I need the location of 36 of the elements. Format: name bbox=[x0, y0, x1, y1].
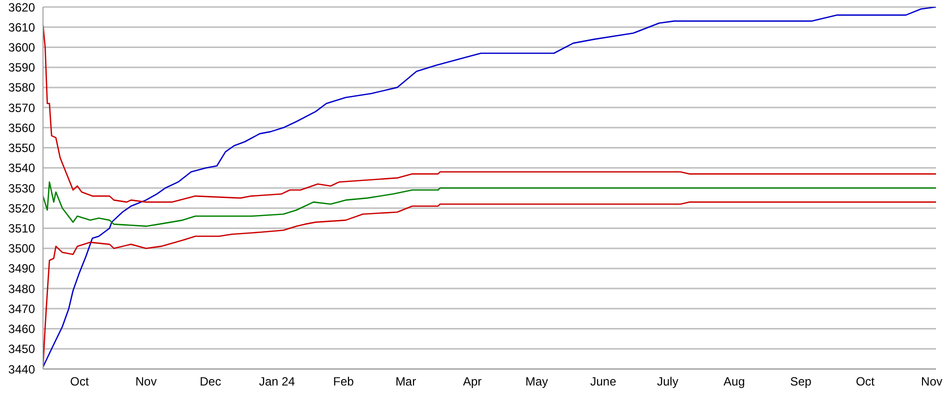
x-tick-label: Mar bbox=[395, 374, 416, 389]
x-tick-label: Sep bbox=[790, 374, 812, 389]
line-series bbox=[43, 181, 936, 227]
x-tick-label: Aug bbox=[724, 374, 745, 389]
y-tick-label: 3510 bbox=[8, 221, 36, 236]
y-tick-label: 3570 bbox=[8, 100, 36, 115]
y-tick-label: 3490 bbox=[8, 262, 36, 276]
x-tick-label: June bbox=[590, 374, 617, 389]
x-tick-label: May bbox=[525, 374, 548, 389]
y-tick-label: 3540 bbox=[8, 161, 36, 176]
line-series bbox=[43, 7, 936, 368]
y-tick-label: 3470 bbox=[8, 302, 36, 316]
line-series bbox=[43, 24, 936, 203]
y-tick-label: 3500 bbox=[8, 242, 36, 256]
y-tick-label: 3530 bbox=[8, 181, 36, 196]
x-tick-label: Nov bbox=[921, 374, 942, 389]
y-tick-label: 3480 bbox=[8, 282, 36, 296]
x-tick-label: Oct bbox=[70, 374, 90, 389]
x-tick-label: Feb bbox=[333, 374, 354, 389]
y-tick-label: 3590 bbox=[8, 60, 36, 75]
x-tick-label: Nov bbox=[135, 374, 157, 389]
x-tick-label: July bbox=[657, 374, 678, 389]
y-tick-label: 3620 bbox=[8, 0, 36, 14]
y-tick-label: 3580 bbox=[8, 80, 36, 95]
y-tick-label: 3450 bbox=[8, 342, 36, 356]
x-tick-label: Oct bbox=[856, 374, 876, 389]
x-tick-label: Jan 24 bbox=[258, 374, 296, 389]
y-tick-label: 3550 bbox=[8, 141, 36, 156]
x-tick-label: Apr bbox=[462, 374, 482, 389]
y-tick-label: 3440 bbox=[8, 362, 36, 376]
y-tick-label: 3460 bbox=[8, 322, 36, 336]
x-tick-label: Dec bbox=[200, 374, 222, 389]
y-tick-label: 3610 bbox=[8, 20, 36, 34]
y-tick-label: 3600 bbox=[8, 40, 36, 54]
y-tick-label: 3520 bbox=[8, 201, 36, 216]
y-tick-label: 3560 bbox=[8, 120, 36, 135]
